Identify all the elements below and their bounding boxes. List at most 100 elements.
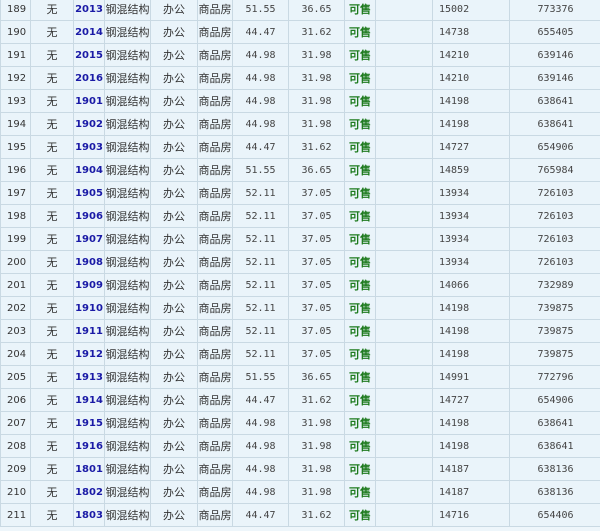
house-type-cell: 商品房 xyxy=(197,250,233,274)
building-area-cell: 44.47 xyxy=(232,388,289,412)
house-type-cell: 商品房 xyxy=(197,181,233,205)
building-area-cell: 44.47 xyxy=(232,20,289,44)
usage-cell: 办公 xyxy=(150,296,198,320)
unit-price-cell: 14198 xyxy=(432,112,510,136)
sale-status: 可售 xyxy=(344,365,376,389)
usage-cell: 办公 xyxy=(150,204,198,228)
sale-status: 可售 xyxy=(344,204,376,228)
room-number-link[interactable]: 1914 xyxy=(73,388,105,412)
floor-cell: 无 xyxy=(30,112,74,136)
total-price-cell: 726103 xyxy=(509,181,600,205)
room-number-link[interactable]: 1912 xyxy=(73,342,105,366)
floor-cell: 无 xyxy=(30,0,74,21)
floor-cell: 无 xyxy=(30,296,74,320)
empty-cell xyxy=(375,273,433,297)
house-type-cell: 商品房 xyxy=(197,480,233,504)
inner-area-cell: 37.05 xyxy=(288,342,345,366)
room-number-link[interactable]: 1908 xyxy=(73,250,105,274)
room-number-link[interactable]: 1803 xyxy=(73,503,105,527)
room-number-link[interactable]: 1905 xyxy=(73,181,105,205)
usage-cell: 办公 xyxy=(150,112,198,136)
unit-price-cell: 13934 xyxy=(432,250,510,274)
table-row: 207 无 1915 钢混结构 办公 商品房 44.98 31.98 可售 14198 638641 xyxy=(0,411,600,435)
room-number-link[interactable]: 2014 xyxy=(73,20,105,44)
structure-cell: 钢混结构 xyxy=(104,365,151,389)
room-number-link[interactable]: 1906 xyxy=(73,204,105,228)
house-type-cell: 商品房 xyxy=(197,434,233,458)
table-row: 198 无 1906 钢混结构 办公 商品房 52.11 37.05 可售 13934 726103 xyxy=(0,204,600,228)
usage-cell: 办公 xyxy=(150,20,198,44)
sale-status: 可售 xyxy=(344,66,376,90)
building-area-cell: 44.98 xyxy=(232,112,289,136)
room-number-link[interactable]: 2013 xyxy=(73,0,105,21)
building-area-cell: 52.11 xyxy=(232,342,289,366)
row-number: 201 xyxy=(0,273,31,297)
structure-cell: 钢混结构 xyxy=(104,342,151,366)
usage-cell: 办公 xyxy=(150,457,198,481)
unit-price-cell: 13934 xyxy=(432,227,510,251)
total-price-cell: 732989 xyxy=(509,273,600,297)
usage-cell: 办公 xyxy=(150,319,198,343)
empty-cell xyxy=(375,227,433,251)
row-number: 196 xyxy=(0,158,31,182)
empty-cell xyxy=(375,181,433,205)
room-number-link[interactable]: 1802 xyxy=(73,480,105,504)
room-number-link[interactable]: 1902 xyxy=(73,112,105,136)
table-row: 210 无 1802 钢混结构 办公 商品房 44.98 31.98 可售 14187 638136 xyxy=(0,480,600,504)
structure-cell: 钢混结构 xyxy=(104,273,151,297)
building-area-cell: 51.55 xyxy=(232,158,289,182)
building-area-cell: 44.98 xyxy=(232,480,289,504)
room-number-link[interactable]: 1901 xyxy=(73,89,105,113)
total-price-cell: 639146 xyxy=(509,66,600,90)
building-area-cell: 44.98 xyxy=(232,434,289,458)
room-number-link[interactable]: 1903 xyxy=(73,135,105,159)
building-area-cell: 51.55 xyxy=(232,365,289,389)
house-type-cell: 商品房 xyxy=(197,342,233,366)
inner-area-cell: 37.05 xyxy=(288,250,345,274)
inner-area-cell: 31.98 xyxy=(288,434,345,458)
sale-status: 可售 xyxy=(344,0,376,21)
table-row: 205 无 1913 钢混结构 办公 商品房 51.55 36.65 可售 14991 772796 xyxy=(0,365,600,389)
building-area-cell: 44.98 xyxy=(232,43,289,67)
floor-cell: 无 xyxy=(30,135,74,159)
room-number-link[interactable]: 1913 xyxy=(73,365,105,389)
room-number-link[interactable]: 1911 xyxy=(73,319,105,343)
room-number-link[interactable]: 1915 xyxy=(73,411,105,435)
inner-area-cell: 31.98 xyxy=(288,112,345,136)
empty-cell xyxy=(375,411,433,435)
empty-cell xyxy=(375,112,433,136)
room-number-link[interactable]: 1801 xyxy=(73,457,105,481)
structure-cell: 钢混结构 xyxy=(104,434,151,458)
usage-cell: 办公 xyxy=(150,89,198,113)
floor-cell: 无 xyxy=(30,503,74,527)
room-number-link[interactable]: 1904 xyxy=(73,158,105,182)
table-row: 199 无 1907 钢混结构 办公 商品房 52.11 37.05 可售 13934 726103 xyxy=(0,227,600,251)
house-type-cell: 商品房 xyxy=(197,158,233,182)
house-type-cell: 商品房 xyxy=(197,365,233,389)
floor-cell: 无 xyxy=(30,204,74,228)
inner-area-cell: 37.05 xyxy=(288,227,345,251)
floor-cell: 无 xyxy=(30,434,74,458)
sale-status: 可售 xyxy=(344,434,376,458)
structure-cell: 钢混结构 xyxy=(104,0,151,21)
usage-cell: 办公 xyxy=(150,0,198,21)
total-price-cell: 739875 xyxy=(509,296,600,320)
table-row: 203 无 1911 钢混结构 办公 商品房 52.11 37.05 可售 14198 739875 xyxy=(0,319,600,343)
unit-price-cell: 14198 xyxy=(432,434,510,458)
room-number-link[interactable]: 1916 xyxy=(73,434,105,458)
total-price-cell: 638641 xyxy=(509,411,600,435)
sale-status: 可售 xyxy=(344,135,376,159)
total-price-cell: 638136 xyxy=(509,480,600,504)
structure-cell: 钢混结构 xyxy=(104,503,151,527)
unit-price-cell: 14198 xyxy=(432,89,510,113)
house-type-cell: 商品房 xyxy=(197,204,233,228)
room-number-link[interactable]: 1910 xyxy=(73,296,105,320)
room-number-link[interactable]: 1907 xyxy=(73,227,105,251)
room-number-link[interactable]: 2015 xyxy=(73,43,105,67)
unit-price-cell: 14187 xyxy=(432,457,510,481)
room-number-link[interactable]: 1909 xyxy=(73,273,105,297)
total-price-cell: 739875 xyxy=(509,342,600,366)
room-number-link[interactable]: 2016 xyxy=(73,66,105,90)
building-area-cell: 44.98 xyxy=(232,457,289,481)
